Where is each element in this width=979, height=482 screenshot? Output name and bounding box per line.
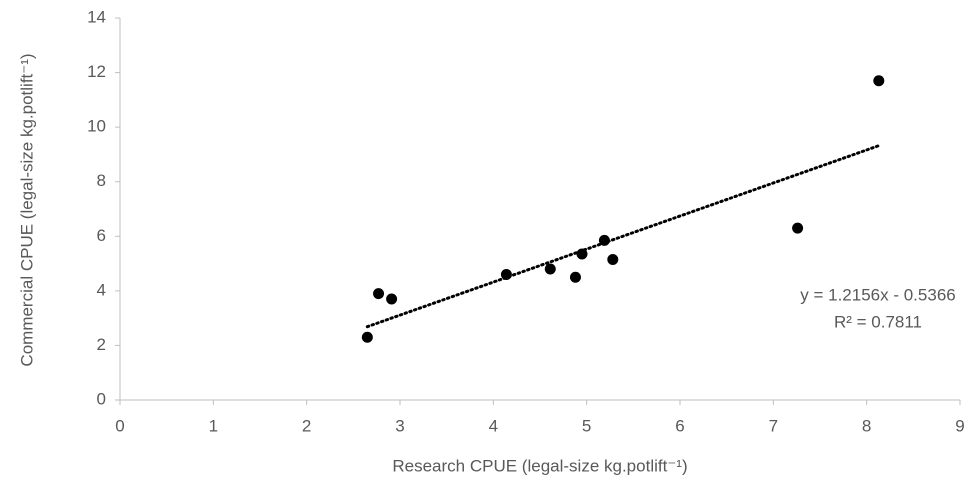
y-tick-label: 12 <box>87 62 106 81</box>
x-tick-label: 7 <box>769 416 778 435</box>
point <box>544 263 556 275</box>
trendline-r-squared: R² = 0.7811 <box>834 312 922 331</box>
x-tick-label: 6 <box>675 416 684 435</box>
x-tick-label: 5 <box>582 416 591 435</box>
y-tick-label: 0 <box>97 389 106 408</box>
x-axis-label: Research CPUE (legal-size kg.potlift⁻¹) <box>392 456 687 475</box>
y-tick-label: 10 <box>87 117 106 136</box>
point <box>873 75 885 87</box>
point <box>361 331 373 343</box>
point <box>500 268 512 280</box>
point <box>792 222 804 234</box>
y-tick-label: 8 <box>97 171 106 190</box>
y-tick-label: 6 <box>97 226 106 245</box>
point <box>576 248 588 260</box>
y-tick-label: 14 <box>87 7 106 26</box>
point <box>386 293 398 305</box>
x-tick-label: 4 <box>489 416 498 435</box>
point <box>607 253 619 265</box>
point <box>569 271 581 283</box>
x-tick-label: 9 <box>955 416 964 435</box>
x-tick-label: 8 <box>862 416 871 435</box>
x-tick-label: 1 <box>209 416 218 435</box>
point <box>373 288 385 300</box>
x-tick-label: 3 <box>395 416 404 435</box>
trendline-equation: y = 1.2156x - 0.5366 <box>800 285 955 304</box>
x-tick-label: 2 <box>302 416 311 435</box>
y-axis-label: Commercial CPUE (legal-size kg.potlift⁻¹… <box>17 53 36 366</box>
y-tick-label: 4 <box>97 280 106 299</box>
x-tick-label: 0 <box>115 416 124 435</box>
point <box>598 234 610 246</box>
y-tick-label: 2 <box>97 335 106 354</box>
trendline <box>365 144 881 329</box>
